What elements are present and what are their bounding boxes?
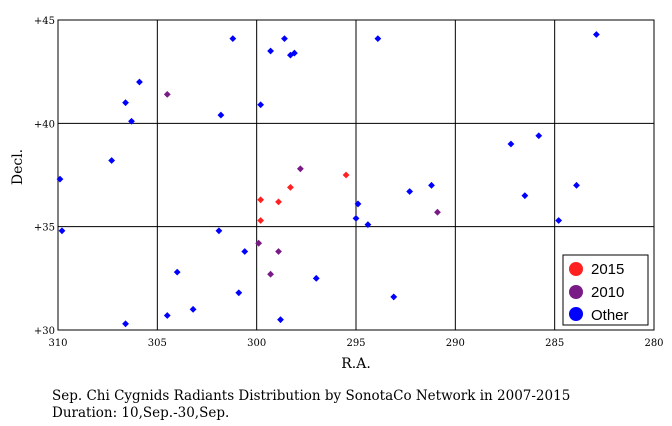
y-tick-labels: +30 +35 +40 +45 <box>34 16 55 337</box>
data-point-2015 <box>287 184 294 191</box>
x-tick-label: 285 <box>545 338 564 349</box>
data-point-other <box>535 132 543 140</box>
x-tick-label: 305 <box>148 338 167 349</box>
x-tick-label: 280 <box>644 338 663 349</box>
data-point-other <box>592 31 600 38</box>
caption-line-2: Duration: 10,Sep.-30,Sep. <box>52 405 230 421</box>
data-point-2010 <box>255 239 263 247</box>
data-point-other <box>215 227 223 235</box>
x-tick-label: 300 <box>247 338 266 349</box>
data-point-other <box>257 101 265 109</box>
data-point-other <box>189 305 197 313</box>
legend-label-2010: 2010 <box>591 284 624 301</box>
caption-line-1: Sep. Chi Cygnids Radiants Distribution b… <box>52 388 571 404</box>
data-point-other <box>56 175 64 183</box>
data-point-other <box>277 316 284 324</box>
data-point-other <box>390 293 398 301</box>
y-tick-label: +30 <box>34 326 55 337</box>
data-point-other <box>108 157 116 164</box>
data-point-2010 <box>434 208 441 216</box>
data-point-other <box>229 35 237 42</box>
legend-label-2015: 2015 <box>591 261 624 278</box>
data-point-other <box>374 35 382 42</box>
data-point-other <box>122 320 129 328</box>
data-point-other <box>364 221 372 228</box>
data-point-other <box>58 227 66 235</box>
data-point-other <box>281 35 288 42</box>
data-point-other <box>128 117 135 125</box>
data-point-other <box>163 312 171 319</box>
data-point-other <box>406 188 414 195</box>
data-point-other <box>241 248 249 255</box>
x-tick-label: 295 <box>346 338 365 349</box>
data-point-other <box>267 47 274 55</box>
data-point-other <box>555 217 563 224</box>
y-tick-label: +45 <box>34 16 55 27</box>
legend-marker-other <box>569 307 583 321</box>
data-point-other <box>217 111 225 119</box>
data-point-other <box>428 181 435 189</box>
data-point-other <box>312 274 320 282</box>
data-point-2010 <box>267 270 274 278</box>
data-point-other <box>122 99 129 107</box>
data-point-other <box>136 78 143 86</box>
legend: 2015 2010 Other <box>562 254 649 326</box>
data-point-other <box>521 192 529 200</box>
data-point-2015 <box>257 217 265 224</box>
x-axis-title: R.A. <box>341 356 371 372</box>
x-tick-labels: 310 305 300 295 290 285 280 <box>48 338 663 349</box>
data-points <box>56 31 600 328</box>
data-point-2015 <box>342 171 350 179</box>
data-point-other <box>235 289 243 297</box>
legend-marker-2010 <box>569 285 583 299</box>
y-tick-label: +40 <box>34 119 55 130</box>
data-point-2010 <box>296 165 304 173</box>
data-point-2015 <box>275 198 282 206</box>
x-tick-label: 310 <box>48 338 67 349</box>
y-axis-title: Decl. <box>10 149 26 185</box>
data-point-other <box>573 181 580 189</box>
data-point-other <box>354 200 362 208</box>
y-tick-label: +35 <box>34 223 55 234</box>
data-point-other <box>173 268 181 276</box>
data-point-other <box>291 49 298 57</box>
grid-lines <box>58 20 654 330</box>
data-point-2015 <box>257 196 265 204</box>
data-point-other <box>507 140 515 148</box>
data-point-other <box>287 51 294 59</box>
data-point-2010 <box>163 91 171 98</box>
x-tick-label: 290 <box>446 338 465 349</box>
legend-label-other: Other <box>591 307 629 324</box>
data-point-other <box>352 215 360 222</box>
data-point-2010 <box>275 248 282 255</box>
legend-marker-2015 <box>569 262 583 276</box>
